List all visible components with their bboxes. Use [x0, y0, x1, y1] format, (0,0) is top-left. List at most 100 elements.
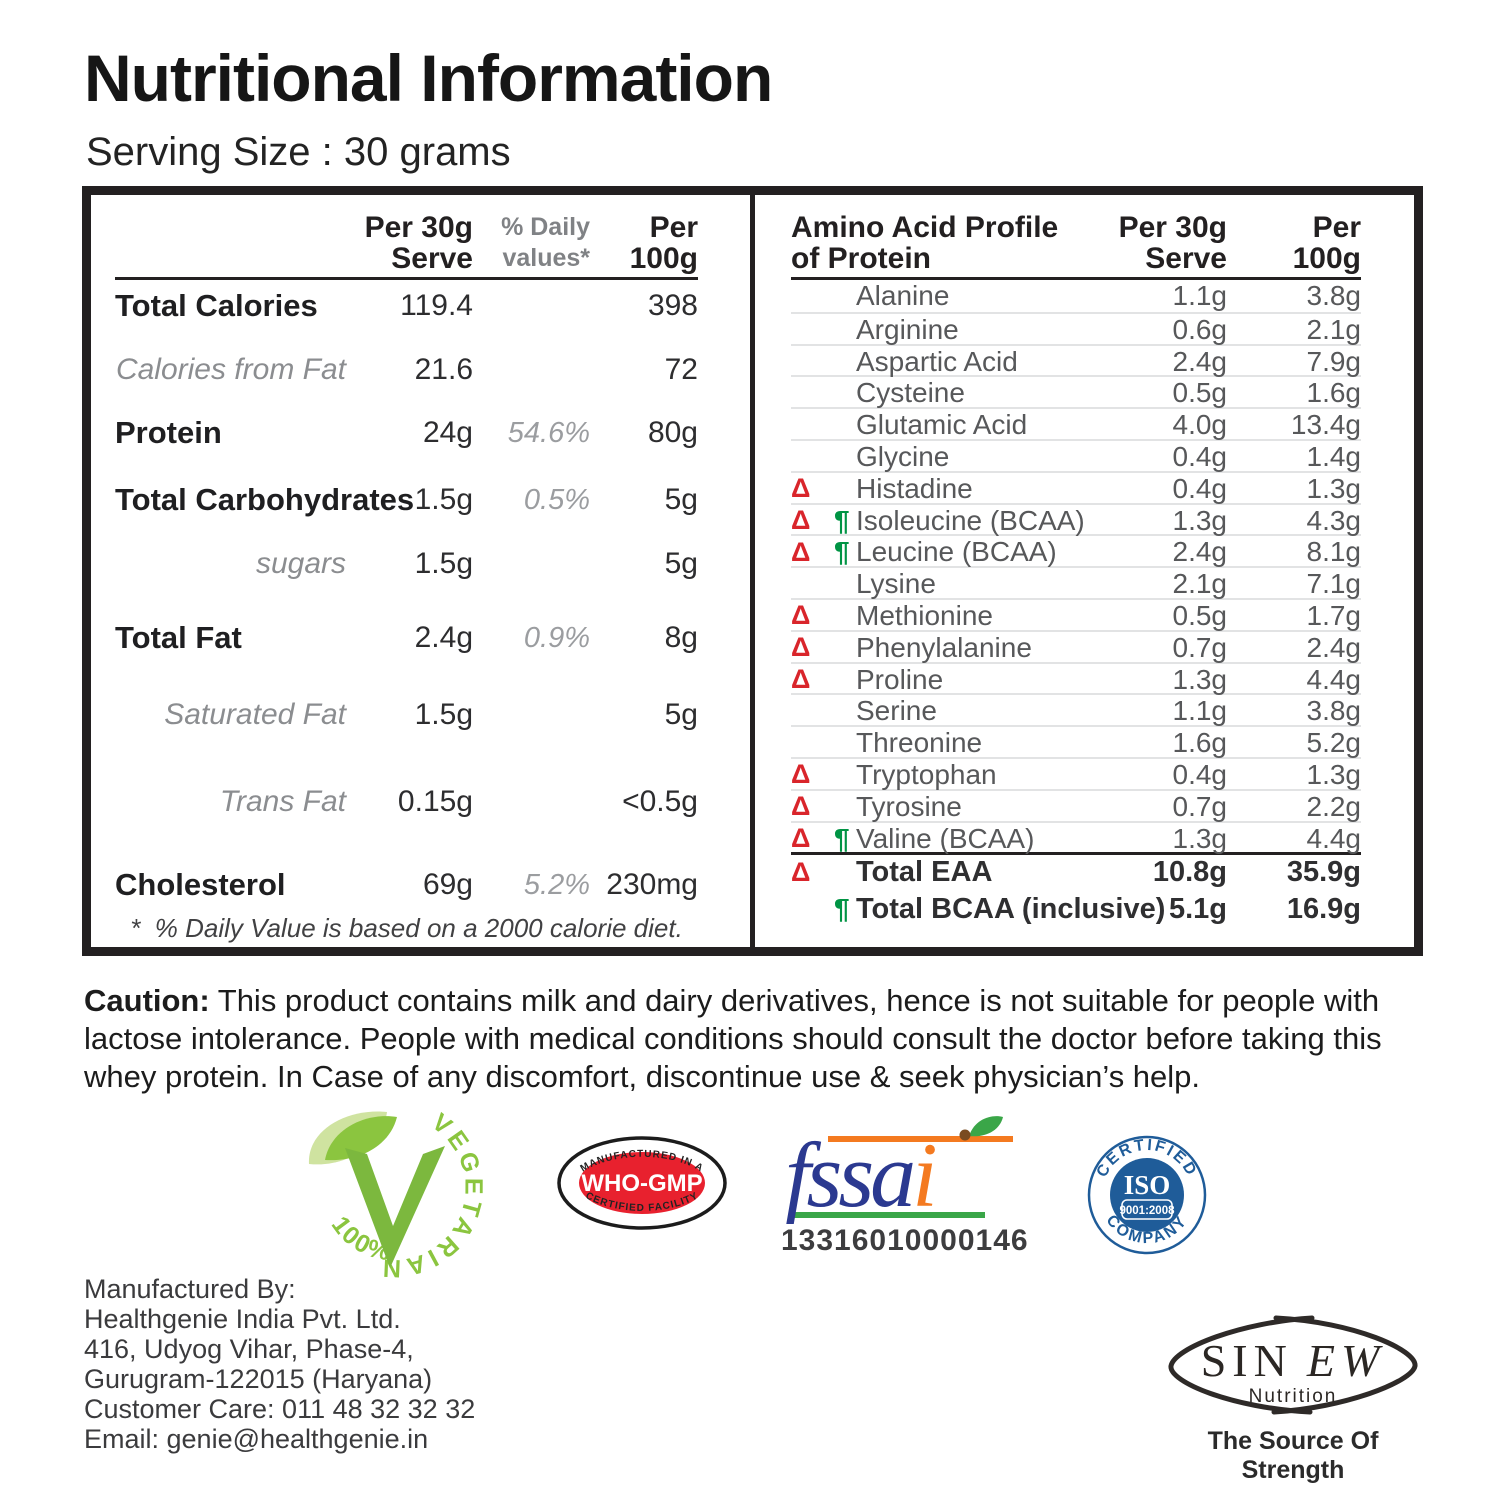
manufacturer-line: Customer Care: 011 48 32 32 32	[84, 1394, 476, 1424]
daily-value-percent: 5.2%	[523, 868, 590, 901]
manufacturer-line: Manufactured By:	[84, 1274, 296, 1304]
amino-table-row: Alanine 1.1g 3.8g	[791, 280, 1361, 312]
serving-size: Serving Size : 30 grams	[86, 130, 511, 174]
amino-table-row: Δ Tryptophan 0.4g 1.3g	[791, 756, 1362, 790]
eaa-delta-marker-icon: Δ	[791, 632, 811, 663]
manufacturer-line: Healthgenie India Pvt. Ltd.	[84, 1304, 401, 1334]
brand-sub: Nutrition	[1249, 1386, 1338, 1407]
col-header-amino-profile: Amino Acid Profile of Protein	[791, 211, 1059, 275]
per-30g-value: 1.1g	[1172, 695, 1228, 727]
nutrient-label: Total Fat	[115, 620, 242, 655]
amino-acid-name: Tyrosine	[856, 790, 962, 822]
per-100g-value: 16.9g	[1286, 892, 1361, 925]
facts-box: Per 30g Serve % Daily values* Per 100g T…	[82, 186, 1423, 956]
per-100g-value: 2.4g	[1306, 631, 1362, 663]
nutrition-table-row: Total Calories 119.4 398	[115, 288, 698, 323]
brand-tagline: The Source Of Strength	[1207, 1427, 1379, 1484]
eaa-delta-marker-icon: Δ	[791, 600, 811, 631]
fssai-word-orange: i	[912, 1124, 935, 1224]
amino-acid-name: Serine	[856, 695, 937, 727]
bcaa-pilcrow-marker-icon: ¶	[834, 893, 850, 925]
fssai-orange-bar	[828, 1136, 1013, 1142]
per-30g-value: 0.6g	[1172, 313, 1228, 345]
nutrition-table-row: Trans Fat 0.15g <0.5g	[115, 785, 698, 819]
leaf-icon	[325, 1116, 397, 1161]
iso-badge: CERTIFIED ISO 9001:2008 COMPANY	[1086, 1134, 1208, 1261]
amino-acid-name: Tryptophan	[856, 758, 997, 790]
per-100g-value: 8.1g	[1306, 536, 1362, 568]
per-100g-value: 8g	[664, 621, 698, 654]
caution-label: Caution:	[84, 983, 210, 1018]
col-header-per-30g: Per 30g Serve	[364, 211, 473, 275]
daily-value-footnote: * % Daily Value is based on a 2000 calor…	[130, 913, 683, 943]
per-30g-value: 0.5g	[1172, 377, 1228, 409]
iso-label: ISO	[1124, 1170, 1171, 1200]
per-30g-value: 1.5g	[414, 483, 473, 516]
amino-acid-name: Glycine	[856, 440, 950, 472]
per-30g-value: 69g	[422, 868, 473, 901]
per-100g-value: 7.9g	[1306, 345, 1362, 377]
col-header-per-30g: Per 30g Serve	[1118, 211, 1227, 275]
sinew-lens-icon: SIN EW Nutrition	[1168, 1315, 1418, 1415]
per-30g-value: 1.3g	[1172, 663, 1228, 695]
per-100g-value: 398	[647, 289, 698, 322]
brand-name-sin: SIN	[1201, 1335, 1293, 1386]
nutrient-label: Protein	[115, 415, 222, 450]
amino-acid-name: Aspartic Acid	[856, 345, 1018, 377]
amino-header-row: Amino Acid Profile of Protein Per 30g Se…	[791, 212, 1361, 274]
per-30g-value: 1.1g	[1172, 280, 1228, 311]
amino-acid-name: Isoleucine (BCAA)	[856, 504, 1085, 536]
amino-acid-name: Proline	[856, 663, 944, 695]
per-30g-value: 21.6	[414, 353, 473, 386]
per-30g-value: 0.4g	[1172, 758, 1228, 790]
v-check-icon	[345, 1146, 445, 1268]
caution-body: This product contains milk and dairy der…	[84, 983, 1382, 1094]
amino-table-row: Glycine 0.4g 1.4g	[791, 438, 1361, 472]
amino-table-row: Δ Methionine 0.5g 1.7g	[791, 597, 1361, 631]
fssai-icon: fssai	[785, 1116, 1013, 1226]
per-100g-value: <0.5g	[622, 785, 698, 818]
per-100g-value: 80g	[647, 416, 698, 449]
amino-acid-name: Phenylalanine	[856, 631, 1032, 663]
amino-acid-panel: Amino Acid Profile of Protein Per 30g Se…	[755, 195, 1414, 947]
who-gmp-icon: MANUFACTURED IN A WHO-GMP CERTIFIED FACI…	[557, 1136, 727, 1230]
per-100g-value: 3.8g	[1306, 695, 1362, 727]
per-30g-value: 0.5g	[1172, 599, 1228, 631]
brand-logo: SIN EW Nutrition The Source Of Strength	[1162, 1314, 1424, 1485]
eaa-delta-marker-icon: Δ	[791, 664, 811, 695]
eaa-delta-marker-icon: Δ	[791, 857, 811, 888]
per-100g-value: 72	[664, 353, 698, 386]
amino-rows: Alanine 1.1g 3.8g Arginine 0.6g 2.1g Asp…	[791, 280, 1361, 928]
per-30g-value: 5.1g	[1168, 892, 1227, 925]
nutrient-label: Calories from Fat	[115, 353, 346, 386]
nutrition-table-row: Total Carbohydrates 1.5g 0.5% 5g	[115, 482, 698, 517]
per-100g-value: 1.3g	[1306, 758, 1362, 790]
amino-acid-name: Histadine	[856, 472, 973, 504]
per-30g-value: 0.15g	[397, 785, 473, 818]
caution-text: Caution: This product contains milk and …	[84, 982, 1436, 1096]
manufacturer-line: Gurugram-122015 (Haryana)	[84, 1364, 433, 1394]
amino-acid-name: Lysine	[856, 568, 936, 600]
brand-name-ew: EW	[1306, 1335, 1385, 1386]
per-100g-value: 5.2g	[1306, 727, 1362, 759]
per-100g-value: 2.1g	[1306, 313, 1362, 345]
per-100g-value: 13.4g	[1290, 409, 1361, 441]
per-100g-value: 5g	[664, 698, 698, 731]
bcaa-pilcrow-marker-icon: ¶	[834, 822, 850, 854]
per-30g-value: 1.3g	[1172, 504, 1228, 536]
amino-table-row: Serine 1.1g 3.8g	[791, 693, 1362, 727]
nutrient-label: Cholesterol	[115, 867, 286, 902]
per-100g-value: 1.3g	[1306, 472, 1362, 504]
per-30g-value: 2.1g	[1172, 568, 1228, 600]
per-30g-value: 0.7g	[1172, 790, 1228, 822]
nutrient-label: sugars	[255, 547, 346, 580]
header-underline	[791, 277, 1361, 280]
vegetarian-badge: VEGETARIAN 100%	[291, 1102, 496, 1289]
amino-table-row: Threonine 1.6g 5.2g	[791, 725, 1362, 759]
amino-acid-name: Total EAA	[856, 856, 993, 889]
amino-table-row: Δ Tyrosine 0.7g 2.2g	[791, 788, 1361, 822]
nutrition-table-row: Saturated Fat 1.5g 5g	[115, 698, 698, 732]
manufacturer-line: 416, Udyog Vihar, Phase-4,	[84, 1334, 414, 1364]
